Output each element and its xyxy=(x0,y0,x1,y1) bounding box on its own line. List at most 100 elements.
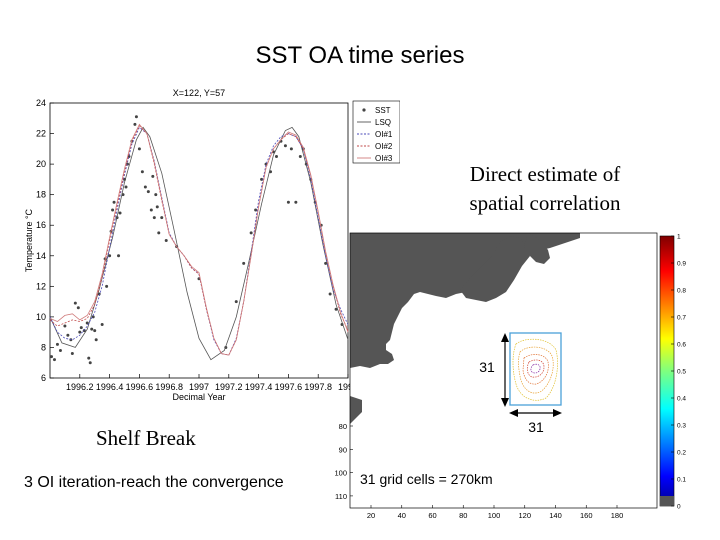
sst-data-point xyxy=(85,321,89,325)
width-arrow-head-left xyxy=(509,409,518,417)
box-width-label: 31 xyxy=(528,419,544,435)
sst-data-point xyxy=(154,193,158,197)
map-x-tick-label: 160 xyxy=(580,511,593,520)
series-line-oi1 xyxy=(49,126,349,356)
height-arrow-head-up xyxy=(501,333,509,342)
sst-data-point xyxy=(155,205,159,209)
grid-scale-note: 31 grid cells = 270km xyxy=(360,471,493,487)
correlation-contour xyxy=(522,354,549,385)
land-mainland xyxy=(350,233,580,368)
sst-data-point xyxy=(58,349,62,352)
sst-data-point xyxy=(137,147,141,151)
colorbar-zero-band xyxy=(660,496,674,506)
sst-data-point xyxy=(242,261,246,265)
map-x-tick-label: 40 xyxy=(398,511,406,520)
sst-data-point xyxy=(149,208,153,212)
y-tick-label: 10 xyxy=(36,312,46,322)
sst-data-point xyxy=(117,254,121,258)
x-tick-label: 1997.2 xyxy=(215,382,243,392)
map-y-tick-label: 110 xyxy=(335,492,347,501)
sst-data-point xyxy=(118,211,122,215)
x-tick-label: 1996.6 xyxy=(126,382,154,392)
x-tick-label: 1997.6 xyxy=(275,382,303,392)
sst-data-point xyxy=(55,342,59,346)
colorbar-tick-label: 1 xyxy=(677,234,681,241)
map-x-tick-label: 180 xyxy=(611,511,624,520)
sst-data-point xyxy=(73,301,77,305)
colorbar-tick-label: 0.4 xyxy=(677,396,686,403)
colorbar-tick-label: 0.3 xyxy=(677,423,686,430)
sst-data-point xyxy=(90,327,94,331)
shelf-break-label: Shelf Break xyxy=(96,426,196,450)
sst-data-point xyxy=(160,216,164,220)
sst-data-point xyxy=(234,300,238,304)
sst-data-point xyxy=(152,216,156,220)
colorbar-tick-label: 0.8 xyxy=(677,288,686,295)
sst-data-point xyxy=(289,147,293,151)
colorbar-tick-label: 0.6 xyxy=(677,342,686,349)
sst-data-point xyxy=(334,307,338,311)
correlation-title-line-2: spatial correlation xyxy=(469,191,621,215)
correlation-contour xyxy=(512,338,558,401)
sst-data-point xyxy=(94,338,98,342)
sst-data-point xyxy=(133,122,137,126)
colorbar-tick-label: 0.5 xyxy=(677,369,686,376)
sst-data-point xyxy=(140,170,144,174)
legend-label: OI#3 xyxy=(375,154,393,163)
map-x-tick-label: 60 xyxy=(428,511,436,520)
sst-data-point xyxy=(254,208,258,212)
colorbar-tick-label: 0 xyxy=(677,504,681,511)
sst-data-point xyxy=(93,329,97,333)
correlation-contour xyxy=(530,363,541,374)
correlation-title: Direct estimate of spatial correlation xyxy=(400,160,690,218)
y-tick-label: 16 xyxy=(36,220,46,230)
x-tick-label: 1997.8 xyxy=(304,382,332,392)
series-line-lsq xyxy=(49,126,349,361)
map-x-tick-label: 100 xyxy=(488,511,501,520)
chart-title: X=122, Y=57 xyxy=(173,88,225,98)
correlation-window-box xyxy=(509,332,562,406)
y-tick-label: 22 xyxy=(36,129,46,139)
y-tick-label: 14 xyxy=(36,251,46,261)
land-southwest xyxy=(350,396,362,424)
correlation-contour xyxy=(526,359,545,378)
series-line-oi3 xyxy=(49,123,349,356)
x-tick-label: 1996.8 xyxy=(155,382,183,392)
sst-data-point xyxy=(111,208,115,212)
map-x-tick-label: 20 xyxy=(367,511,375,520)
convergence-note: 3 OI iteration-reach the convergence xyxy=(24,474,284,491)
land-peninsula xyxy=(524,233,550,264)
legend-label: OI#2 xyxy=(375,142,393,151)
legend-label: OI#1 xyxy=(375,130,393,139)
map-x-tick-label: 120 xyxy=(518,511,531,520)
x-tick-label: 1997.4 xyxy=(245,382,273,392)
map-y-tick-label: 80 xyxy=(339,422,347,431)
x-tick-label: 1998 xyxy=(338,382,358,392)
sst-data-point xyxy=(76,306,80,310)
sst-data-point xyxy=(260,177,264,181)
y-tick-label: 20 xyxy=(36,159,46,169)
sst-data-point xyxy=(134,115,138,119)
sst-time-series-chart: 1996.2 1996.4 1996.6 1996.8 1997 1997.2 1997.4… xyxy=(24,88,400,402)
sst-data-point xyxy=(91,315,95,319)
sst-data-point xyxy=(298,154,302,158)
sst-data-point xyxy=(88,361,92,365)
sst-data-point xyxy=(249,231,253,235)
legend-label: SST xyxy=(375,106,391,115)
series-line-oi2 xyxy=(49,125,349,356)
sst-data-point xyxy=(78,330,82,334)
sst-data-point xyxy=(105,284,109,288)
sst-data-point xyxy=(100,323,104,327)
sst-data-point xyxy=(324,261,328,265)
spatial-correlation-map: 20 40 60 80 100 120 140 160 180 80 90 100 110 31 31 31 … xyxy=(334,232,686,520)
sst-data-point xyxy=(82,329,86,333)
x-axis-label: Decimal Year xyxy=(172,392,225,402)
y-axis-label: Temperature °C xyxy=(24,208,34,272)
y-tick-label: 6 xyxy=(41,373,46,383)
y-tick-label: 24 xyxy=(36,98,46,108)
x-tick-label: 1996.4 xyxy=(96,382,124,392)
sst-data-point xyxy=(70,352,74,356)
sst-data-point xyxy=(143,185,147,189)
colorbar-tick-label: 0.9 xyxy=(677,261,686,268)
y-tick-label: 8 xyxy=(41,342,46,352)
